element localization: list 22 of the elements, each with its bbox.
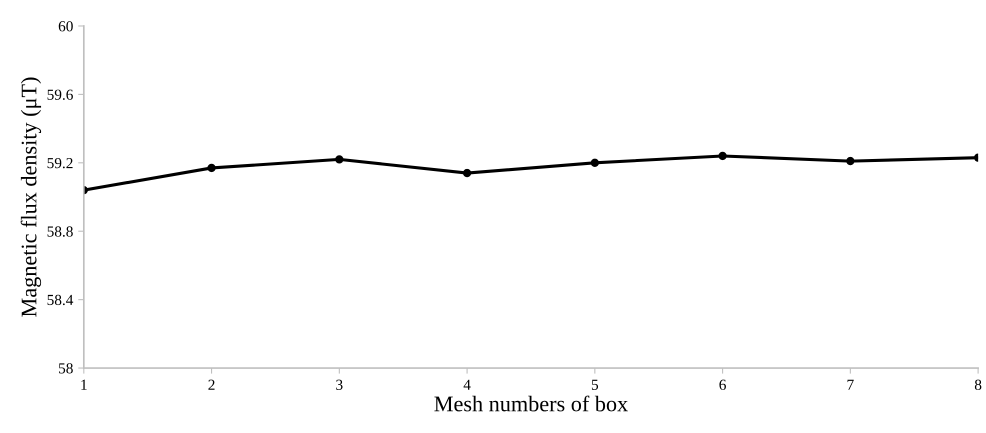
y-tick-label: 58.8 <box>48 226 73 237</box>
x-axis-title: Mesh numbers of box <box>434 396 628 412</box>
y-axis-title: Magnetic flux density (μT) <box>20 78 42 317</box>
x-tick-label: 3 <box>336 380 343 390</box>
y-tick-label: 60 <box>58 21 73 32</box>
point <box>590 158 600 167</box>
x-tick-label: 8 <box>974 380 982 390</box>
x-tick-label: 6 <box>719 380 726 390</box>
y-tick-label: 58.4 <box>48 294 74 306</box>
x-tick-label: 2 <box>208 380 215 390</box>
y-tick-label: 59.2 <box>48 158 73 168</box>
x-tick-label: 5 <box>592 380 598 390</box>
y-tick-label: 59.6 <box>48 90 73 100</box>
x-tick-label: 7 <box>848 380 854 390</box>
x-tick-label: 4 <box>464 380 471 390</box>
point <box>718 152 727 160</box>
point <box>462 168 472 178</box>
point <box>207 164 216 172</box>
x-tick-label: 1 <box>81 380 87 390</box>
point <box>335 155 344 164</box>
y-tick-label: 58 <box>59 363 73 374</box>
point <box>846 156 855 166</box>
